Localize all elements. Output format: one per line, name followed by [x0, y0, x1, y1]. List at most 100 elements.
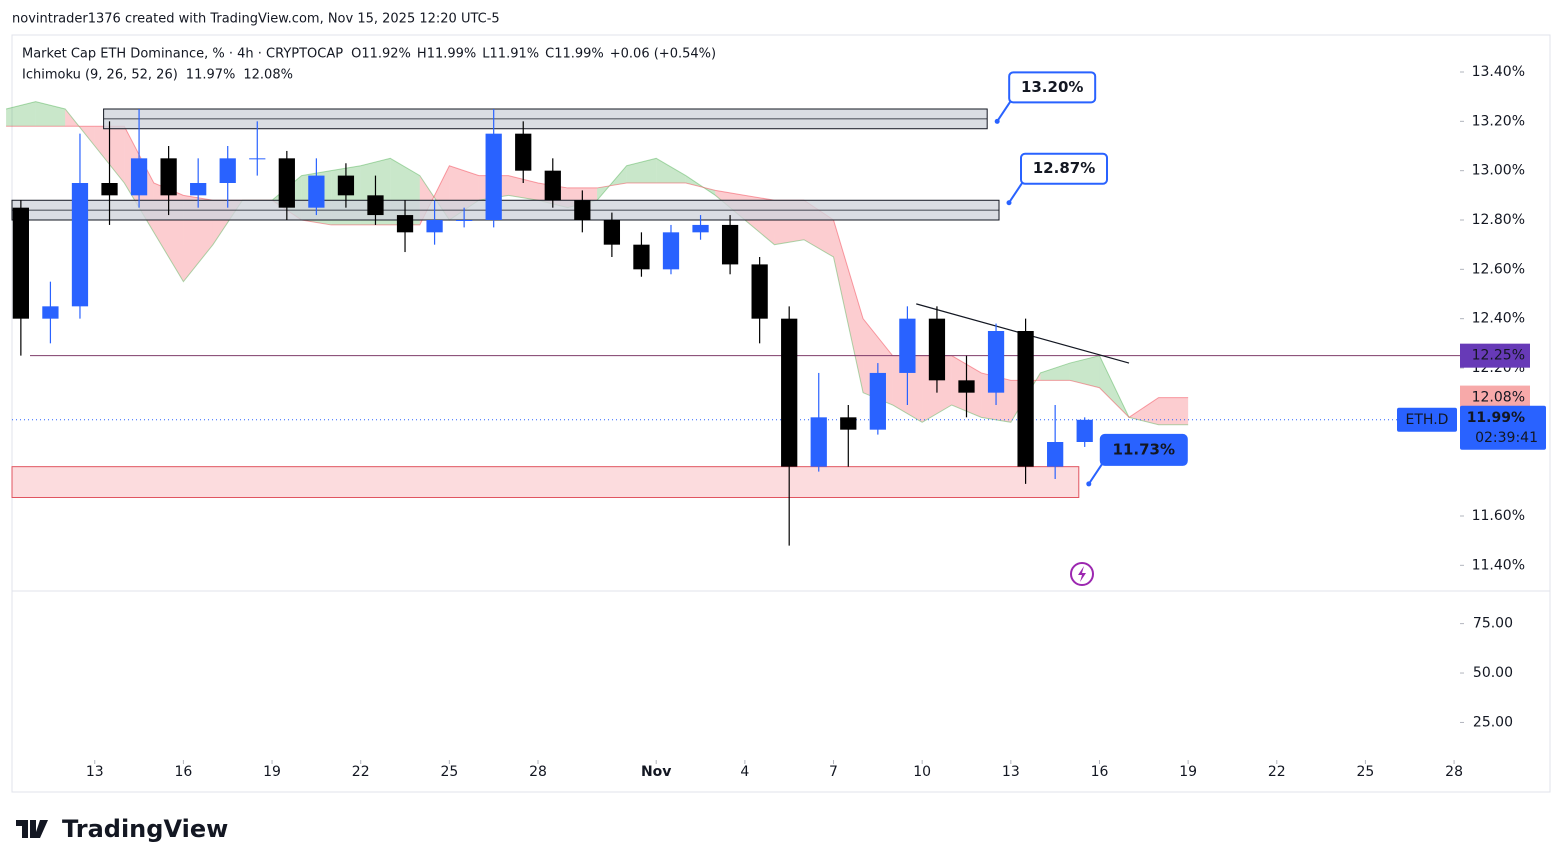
candle-body [781, 318, 798, 467]
y-tick-label: 13.20% [1472, 113, 1525, 129]
candle-body [71, 183, 89, 307]
candle-body [544, 170, 561, 201]
candle-body [810, 417, 827, 467]
callout-pointer [996, 99, 1013, 122]
x-tick-label: Nov [641, 764, 671, 780]
x-tick-label: 22 [352, 764, 370, 780]
candle-body [928, 318, 946, 381]
zone [11, 466, 1080, 498]
x-tick-label: 13 [86, 764, 104, 780]
span-a-value: 11.97% [186, 68, 236, 83]
candle-body [278, 158, 295, 208]
x-tick-label: 10 [913, 764, 931, 780]
candle-body [899, 318, 916, 373]
x-tick-label: 19 [263, 764, 281, 780]
x-tick-label: 19 [1179, 764, 1197, 780]
candle-body [160, 158, 177, 196]
candle-body [101, 183, 118, 196]
callout-box [1020, 152, 1109, 185]
legend-text: O [351, 47, 361, 62]
legend-text: C [545, 47, 554, 62]
candle-body [190, 183, 207, 196]
callout-point [994, 118, 1000, 124]
y-tick-label: 25.00 [1473, 714, 1513, 730]
callout-point [1086, 481, 1092, 487]
candle-body [721, 224, 739, 265]
cloud-segment [1129, 397, 1159, 425]
candle-body [456, 220, 473, 221]
candle-body [249, 158, 266, 160]
y-tick-label: 12.60% [1472, 261, 1525, 277]
legend-text: L [482, 47, 490, 62]
cloud-segment [626, 158, 657, 183]
indicator-name: Ichimoku (9, 26, 52, 26) [22, 68, 178, 83]
candle-body [130, 158, 148, 196]
last-price-label: 11.99% [1467, 410, 1525, 426]
callout-box [1008, 71, 1097, 104]
brand: TradingView [62, 815, 228, 843]
cloud-segment [1158, 397, 1189, 425]
callout-point [1006, 200, 1012, 206]
x-tick-label: 16 [1091, 764, 1109, 780]
candle-body [337, 175, 355, 196]
candle-body [1017, 331, 1034, 467]
price-badge-label: 12.08% [1472, 390, 1525, 406]
candle-body [751, 264, 768, 319]
cloud-segment [1069, 355, 1100, 388]
cloud-segment [656, 158, 686, 183]
x-tick-label: 13 [1002, 764, 1020, 780]
candle-body [515, 133, 532, 171]
candle-body [692, 224, 709, 233]
x-tick-label: 28 [529, 764, 547, 780]
candle-body [485, 133, 502, 220]
header-text: novintrader1376 created with TradingView… [12, 12, 500, 27]
y-tick-label: 75.00 [1473, 616, 1513, 632]
chart-frame [11, 34, 1551, 793]
candle-body [633, 244, 650, 270]
candle-body [869, 372, 886, 430]
cloud-segment [833, 220, 864, 393]
candle-body [1076, 419, 1093, 442]
y-tick-label: 11.60% [1472, 508, 1525, 524]
y-tick-label: 12.40% [1472, 311, 1525, 327]
price-badge [1460, 385, 1530, 410]
y-tick-label: 50.00 [1473, 665, 1513, 681]
x-tick-label: 25 [1357, 764, 1375, 780]
y-tick-label: 11.40% [1472, 557, 1525, 573]
candle-body [367, 195, 384, 216]
x-tick-label: 16 [174, 764, 192, 780]
cloud-segment [1099, 355, 1130, 418]
y-tick-label: 12.80% [1472, 212, 1525, 228]
cloud-segment [35, 101, 66, 127]
y-tick-label: 13.40% [1472, 64, 1525, 80]
candle-body [574, 200, 591, 220]
cloud-segment [6, 101, 36, 127]
x-tick-label: 28 [1445, 764, 1463, 780]
y-tick-label: 13.00% [1472, 163, 1525, 179]
x-tick-label: 7 [829, 764, 838, 780]
tv-logo [16, 820, 48, 838]
candle-body [426, 220, 443, 233]
cloud-segment [597, 165, 627, 201]
callout-pointer [1008, 181, 1024, 204]
callout-label: 12.87% [1033, 159, 1095, 177]
cloud-segment [1040, 363, 1070, 381]
cloud-segment [65, 109, 95, 146]
price-badge-label: 12.25% [1472, 348, 1525, 364]
legend-text: 11.92% [361, 47, 411, 62]
symbol-label: ETH.D [1406, 412, 1449, 428]
countdown: 02:39:41 [1475, 430, 1538, 446]
x-tick-label: 4 [740, 764, 749, 780]
price-badge [1460, 343, 1530, 368]
symbol-badge [1397, 407, 1457, 432]
legend-text: 11.99% [427, 47, 477, 62]
candle-body [12, 207, 29, 319]
callout-box [1099, 433, 1188, 466]
legend-text: Market Cap ETH Dominance, % · 4h · CRYPT… [22, 47, 343, 62]
cloud-segment [508, 175, 539, 201]
legend-text: 11.91% [490, 47, 540, 62]
candle-body [42, 306, 59, 319]
candle-body [840, 417, 857, 430]
span-b-value: 12.08% [243, 68, 293, 83]
